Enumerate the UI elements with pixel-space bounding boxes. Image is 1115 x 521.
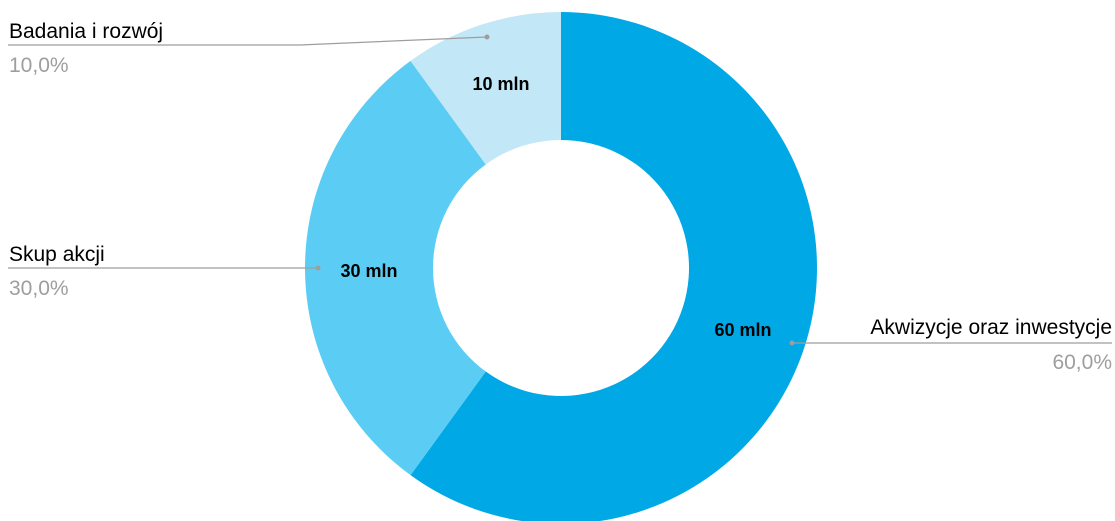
slices-group: [305, 12, 817, 521]
callout-name-badania-i-rozwoj: Badania i rozwój: [9, 20, 163, 43]
slice-skup-akcji: [305, 60, 486, 476]
value-label-badania-i-rozwoj: 10 mln: [472, 74, 529, 94]
slice-akwizycje-oraz-inwestycje: [410, 12, 817, 521]
callout-percent-akwizycje-oraz-inwestycje: 60,0%: [1052, 351, 1112, 374]
slice-badania-i-rozwoj: [410, 12, 561, 165]
callouts-group: Akwizycje oraz inwestycje 60,0% Skup akcji…: [8, 20, 1112, 374]
leader-dot-skup-akcji: [315, 265, 321, 271]
callout-percent-badania-i-rozwoj: 10,0%: [9, 54, 69, 77]
leader-dot-akwizycje-oraz-inwestycje: [789, 340, 795, 346]
leader-line-badania-i-rozwoj: [8, 36, 488, 46]
leader-dot-badania-i-rozwoj: [484, 34, 490, 40]
callout-name-akwizycje-oraz-inwestycje: Akwizycje oraz inwestycje: [870, 316, 1112, 339]
value-label-akwizycje-oraz-inwestycje: 60 mln: [714, 320, 771, 340]
labels-group: 60 mln 30 mln 10 mln: [340, 74, 771, 340]
callout-percent-skup-akcji: 30,0%: [9, 277, 69, 300]
callout-name-skup-akcji: Skup akcji: [9, 243, 105, 266]
value-label-skup-akcji: 30 mln: [340, 261, 397, 281]
